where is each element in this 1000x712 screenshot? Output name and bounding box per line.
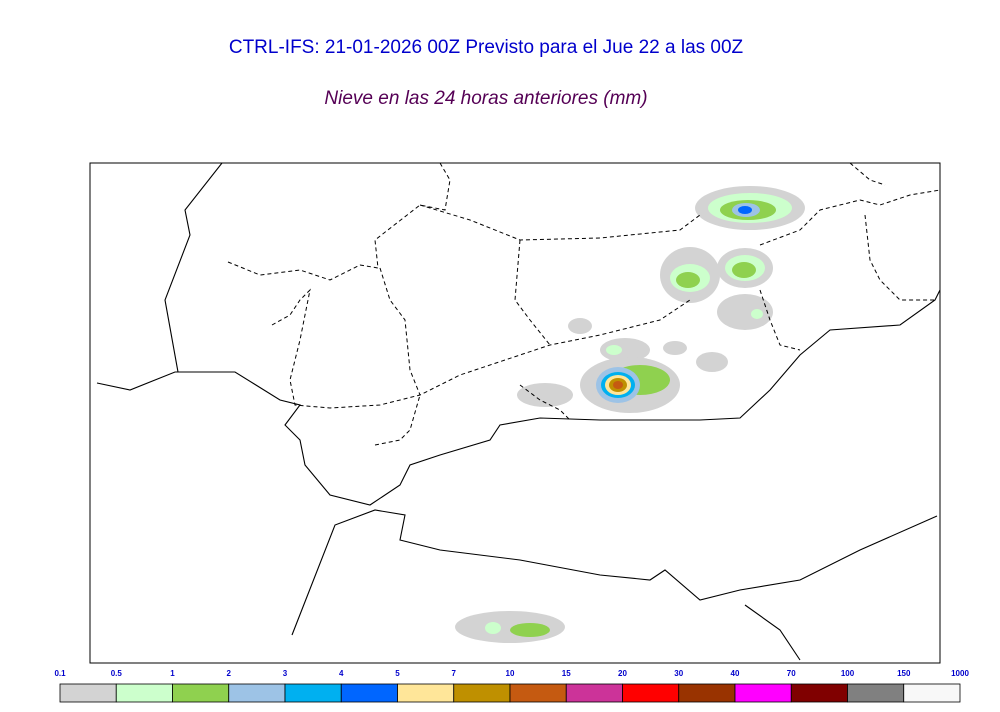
snow-areas bbox=[455, 186, 805, 643]
region-border bbox=[519, 384, 571, 421]
region-border bbox=[514, 239, 551, 346]
colorbar-label: 3 bbox=[283, 669, 288, 678]
colorbar-label: 20 bbox=[618, 669, 627, 678]
coastline bbox=[164, 163, 223, 373]
colorbar-box bbox=[622, 683, 680, 703]
colorbar-box bbox=[228, 683, 286, 703]
colorbar-box bbox=[59, 683, 117, 703]
colorbar-box bbox=[172, 683, 230, 703]
region-border bbox=[759, 289, 801, 351]
coastline bbox=[291, 509, 938, 636]
colorbar: 0.1 0.5 1 2 3 4 5 7 10 15 20 30 40 70 100 150 1000 bbox=[54, 669, 969, 703]
colorbar-label: 1000 bbox=[951, 669, 969, 678]
colorbar-label: 7 bbox=[452, 669, 457, 678]
colorbar-label: 4 bbox=[339, 669, 344, 678]
map-frame bbox=[89, 162, 941, 664]
colorbar-box bbox=[565, 683, 623, 703]
colorbar-box bbox=[284, 683, 342, 703]
colorbar-label: 1 bbox=[170, 669, 175, 678]
coastline bbox=[96, 289, 940, 506]
colorbar-label: 70 bbox=[787, 669, 796, 678]
colorbar-box bbox=[509, 683, 567, 703]
colorbar-label: 0.5 bbox=[111, 669, 123, 678]
colorbar-label: 0.1 bbox=[54, 669, 66, 678]
colorbar-label: 2 bbox=[227, 669, 232, 678]
region-border bbox=[379, 267, 421, 396]
map bbox=[89, 162, 941, 664]
colorbar-box bbox=[734, 683, 792, 703]
region-border bbox=[227, 163, 451, 281]
colorbar-box bbox=[115, 683, 173, 703]
region-border bbox=[419, 204, 701, 241]
colorbar-box bbox=[340, 683, 398, 703]
colorbar-box bbox=[453, 683, 511, 703]
colorbar-box bbox=[397, 683, 455, 703]
title: CTRL-IFS: 21-01-2026 00Z Previsto para e… bbox=[229, 37, 744, 58]
colorbar-box bbox=[678, 683, 736, 703]
colorbar-label: 40 bbox=[731, 669, 740, 678]
coastline bbox=[744, 604, 801, 661]
region-border bbox=[849, 163, 886, 186]
colorbar-label: 100 bbox=[841, 669, 855, 678]
region-border bbox=[271, 288, 691, 409]
colorbar-box bbox=[847, 683, 905, 703]
colorbar-label: 5 bbox=[395, 669, 400, 678]
colorbar-box bbox=[790, 683, 848, 703]
region-border bbox=[864, 214, 935, 301]
colorbar-box bbox=[903, 683, 961, 703]
region-border bbox=[759, 189, 940, 246]
colorbar-label: 10 bbox=[506, 669, 515, 678]
colorbar-label: 15 bbox=[562, 669, 571, 678]
colorbar-label: 150 bbox=[897, 669, 911, 678]
colorbar-label: 30 bbox=[674, 669, 683, 678]
subtitle: Nieve en las 24 horas anteriores (mm) bbox=[324, 88, 647, 109]
region-border bbox=[374, 394, 421, 446]
